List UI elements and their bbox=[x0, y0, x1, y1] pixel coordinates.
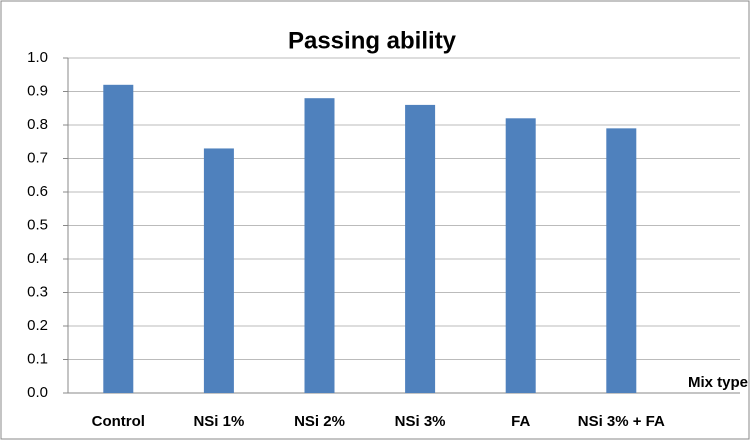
x-tick-label: FA bbox=[511, 413, 530, 430]
y-tick-label: 1.0 bbox=[27, 49, 48, 66]
x-tick-label: NSi 3% bbox=[395, 413, 446, 430]
y-tick-label: 0.5 bbox=[27, 216, 48, 233]
x-tick-label: Control bbox=[92, 413, 145, 430]
x-tick-label: NSi 3% + FA bbox=[578, 413, 665, 430]
y-tick-label: 0.6 bbox=[27, 183, 48, 200]
y-tick-label: 0.2 bbox=[27, 317, 48, 334]
x-tick-label: NSi 1% bbox=[193, 413, 244, 430]
y-tick-label: 0.1 bbox=[27, 350, 48, 367]
y-tick-label: 0.3 bbox=[27, 283, 48, 300]
y-tick-label: 0.9 bbox=[27, 82, 48, 99]
x-tick-label: NSi 2% bbox=[294, 413, 345, 430]
bar bbox=[203, 148, 234, 393]
chart-title: Passing ability bbox=[288, 27, 457, 54]
x-axis-label: Mix type bbox=[688, 374, 748, 391]
bar bbox=[606, 128, 637, 393]
y-tick-label: 0.7 bbox=[27, 149, 48, 166]
bar bbox=[304, 98, 335, 393]
y-tick-label: 0.4 bbox=[27, 250, 48, 267]
y-tick-label: 0.8 bbox=[27, 116, 48, 133]
y-tick-label: 0.0 bbox=[27, 384, 48, 401]
bar bbox=[103, 84, 134, 394]
bar bbox=[505, 118, 536, 394]
bar bbox=[405, 104, 436, 394]
